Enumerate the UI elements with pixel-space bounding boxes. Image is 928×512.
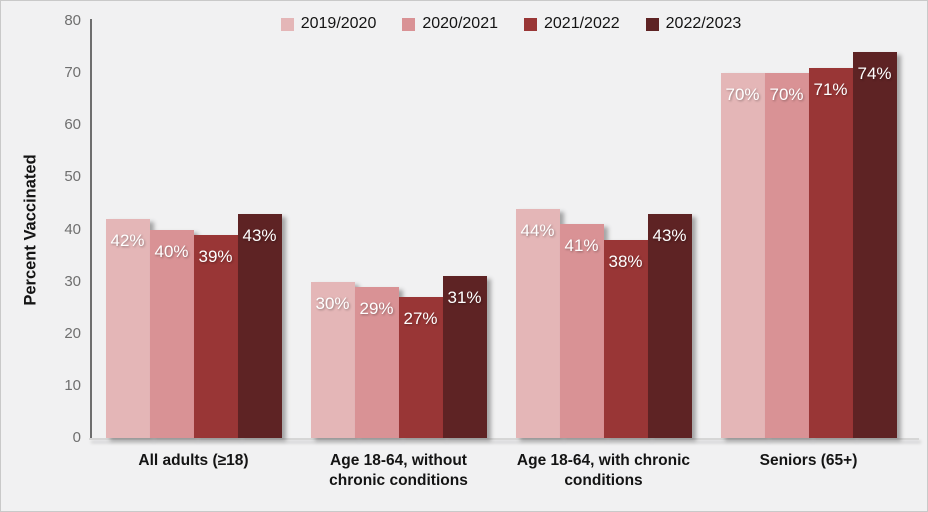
bar: 74% <box>852 52 897 438</box>
bar-value-label: 29% <box>359 298 394 318</box>
bar: 43% <box>647 213 692 438</box>
legend-label: 2019/2020 <box>300 15 377 32</box>
x-category-label: All adults (≥18) <box>138 452 249 469</box>
bar-value-label: 40% <box>154 241 189 261</box>
bar-value-label: 27% <box>403 309 438 329</box>
y-axis-tick-label: 80 <box>64 12 81 29</box>
bar: 71% <box>808 67 853 438</box>
bar: 38% <box>603 239 648 438</box>
bar-value-label: 70% <box>725 85 760 105</box>
bar: 40% <box>149 229 194 438</box>
legend-swatch-icon <box>402 17 416 31</box>
bar: 42% <box>105 219 150 438</box>
legend-label: 2020/2021 <box>422 15 498 32</box>
bar: 44% <box>515 208 560 438</box>
bar: 43% <box>237 213 282 438</box>
x-axis-line <box>89 438 919 440</box>
bar-value-label: 31% <box>447 288 482 308</box>
legend-swatch-icon <box>280 17 294 31</box>
bar-value-label: 39% <box>198 246 233 266</box>
bar: 27% <box>398 297 443 438</box>
bar-value-label: 71% <box>813 79 848 99</box>
x-category-label: Age 18-64, with chronic conditions <box>516 452 691 490</box>
legend-item: 2022/2023 <box>645 15 742 33</box>
y-axis-tick-label: 10 <box>64 376 81 394</box>
legend-swatch-icon <box>645 17 659 31</box>
legend-item: 2021/2022 <box>524 15 620 33</box>
y-axis-tick-label: 40 <box>64 220 81 238</box>
bar: 39% <box>193 234 238 438</box>
bar: 31% <box>442 276 487 438</box>
legend-swatch-icon <box>524 17 537 31</box>
bar: 41% <box>559 224 604 438</box>
bar: 70% <box>764 73 809 438</box>
y-axis-tick-label: 70 <box>64 64 81 82</box>
y-axis-tick-label: 60 <box>64 116 81 134</box>
x-category-label: Age 18-64, without chronic conditions <box>329 452 468 490</box>
y-axis-tick-label: 20 <box>64 324 81 342</box>
chart-legend: 2019/2020 2020/2021 2021/2022 2022/2023 <box>91 15 927 33</box>
bar-value-label: 43% <box>242 225 277 245</box>
y-axis-tick-label: 30 <box>64 272 81 290</box>
bar-value-label: 70% <box>769 85 804 105</box>
bar-value-label: 44% <box>520 220 555 240</box>
bar: 30% <box>310 281 355 438</box>
bar-value-label: 74% <box>857 64 892 84</box>
legend-item: 2019/2020 <box>280 15 377 33</box>
bar-value-label: 41% <box>564 236 599 256</box>
y-axis-tick-label: 50 <box>64 168 81 186</box>
y-axis-tick-label: 0 <box>72 429 81 446</box>
bar: 70% <box>720 73 765 438</box>
plot-area: 42% 40% 39% 43% 30% 29% 27% 31% 44% 41% 38% 43% 70% 7… <box>91 1 911 438</box>
bar-value-label: 42% <box>110 231 145 251</box>
x-category-label: Seniors (65+) <box>759 452 858 469</box>
x-axis-category-labels: All adults (≥18) Age 18-64, without chron… <box>91 451 911 501</box>
y-axis-tick-labels: 0 10 20 30 40 50 60 70 80 <box>1 1 81 461</box>
bar-value-label: 30% <box>315 293 350 313</box>
legend-item: 2020/2021 <box>402 15 498 33</box>
bar-value-label: 38% <box>608 251 643 271</box>
legend-label: 2022/2023 <box>665 15 742 32</box>
bar-value-label: 43% <box>652 225 687 245</box>
y-axis-line <box>90 19 92 439</box>
bar: 29% <box>354 286 399 438</box>
legend-label: 2021/2022 <box>544 15 620 32</box>
